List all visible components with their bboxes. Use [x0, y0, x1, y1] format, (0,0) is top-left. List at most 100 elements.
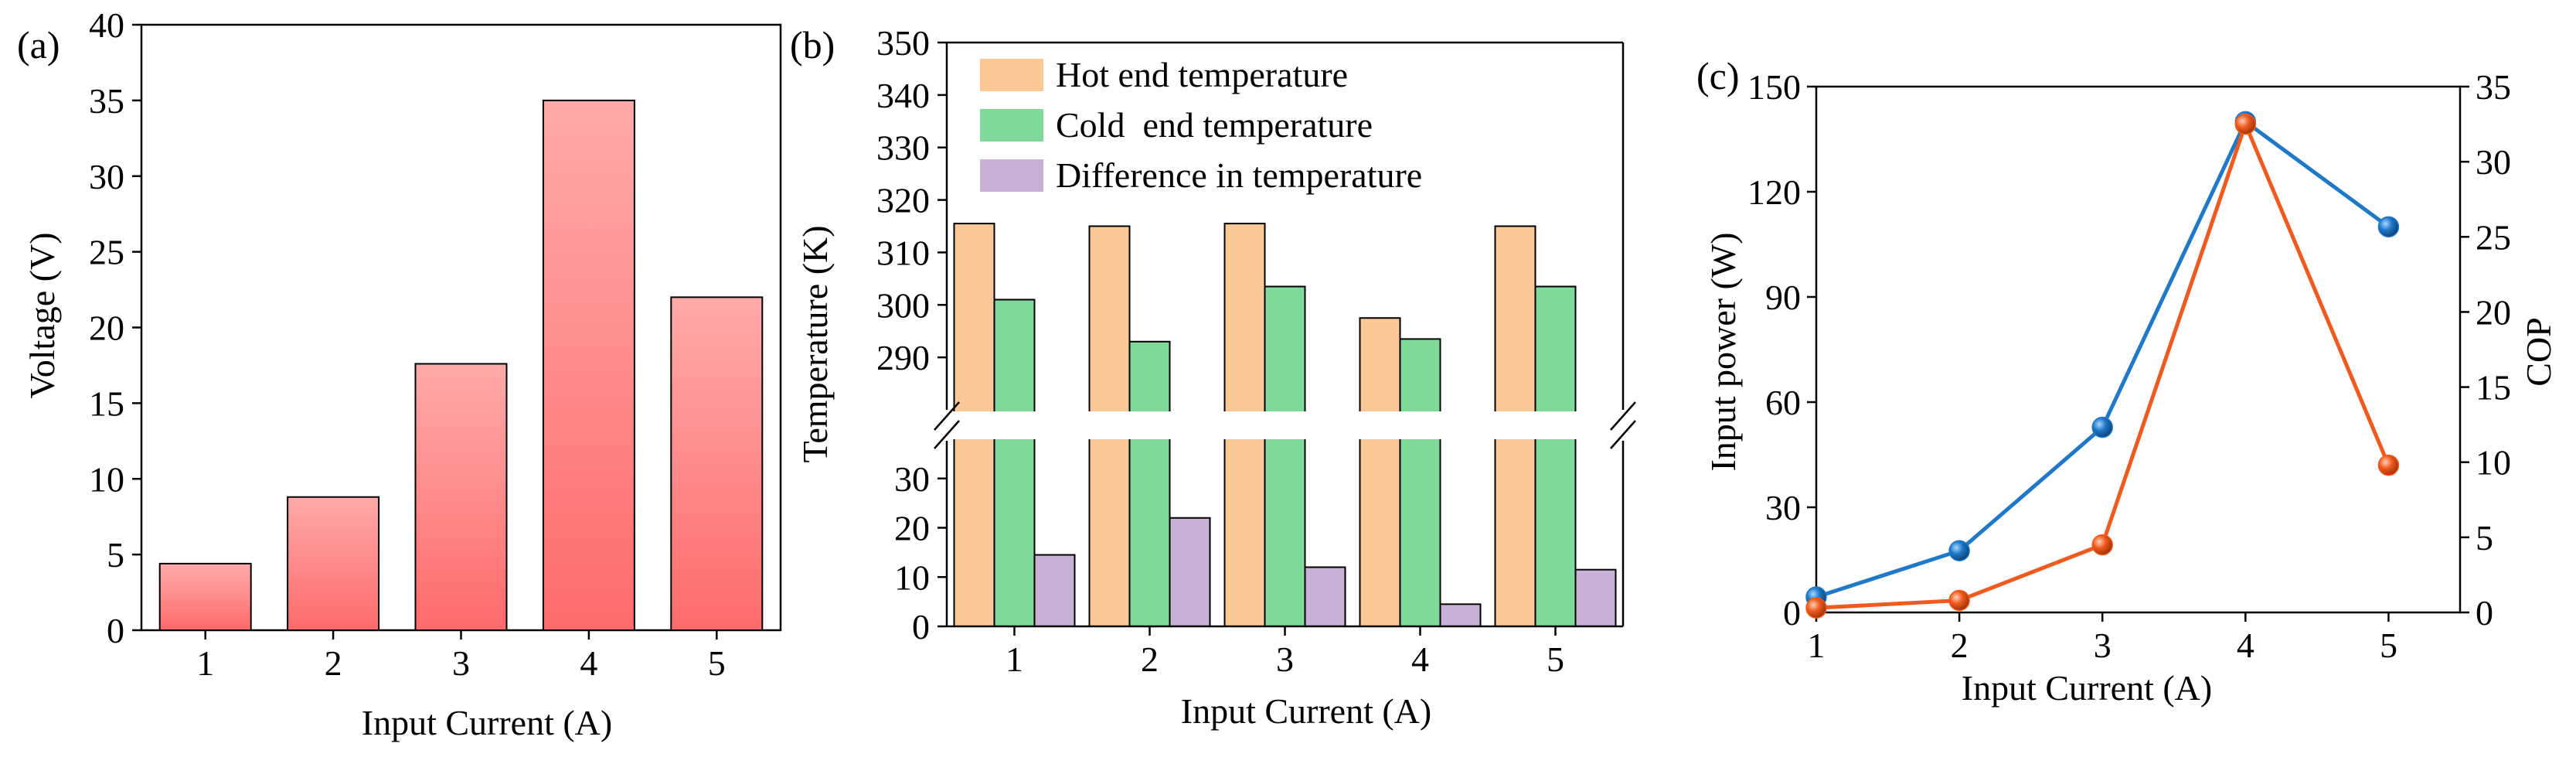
panel-c-x-tick-label: 1 [1808, 626, 1826, 665]
panel-c-point-cop [1948, 589, 1970, 612]
panel-c-y2-tick-label: 25 [2476, 217, 2511, 257]
panel-a-bar [158, 562, 252, 631]
panel-c-y2-tick-label: 15 [2476, 368, 2511, 408]
panel-a-x-tick-label: 1 [196, 643, 214, 683]
panel-c-x-tick-label: 2 [1951, 626, 1969, 665]
panel-c-y-tick-label: 30 [1765, 488, 1801, 527]
panel-c-y-axis-label: Input power (W) [1703, 232, 1743, 471]
panel-b-y-tick-label: 320 [876, 181, 930, 220]
legend-swatch-hot [980, 59, 1043, 91]
panel-b-x-tick-label: 1 [1006, 640, 1023, 679]
panel-c-y2-tick-label: 5 [2476, 518, 2493, 558]
panel-a-x-tick-label: 3 [452, 643, 470, 683]
panel-b-y-tick-label: 300 [876, 285, 930, 325]
panel-b-y-tick-label: 10 [894, 558, 930, 597]
panel-a-y-tick-label: 25 [89, 233, 124, 272]
panel-b-x-tick-label: 4 [1411, 640, 1429, 679]
panel-c-x-tick-label: 4 [2237, 626, 2254, 665]
panel-a-x-tick-label: 2 [325, 643, 342, 683]
panel-a-y-axis-label: Voltage (V) [22, 232, 62, 398]
panel-c-point-cop [2377, 454, 2400, 476]
panel-b-bar-difference [1304, 566, 1346, 627]
panel-a-y-tick-label: 20 [89, 309, 124, 348]
panel-a-bar [287, 496, 380, 631]
panel-c-y2-tick-label: 35 [2476, 67, 2511, 107]
panel-c-point-cop [2091, 534, 2113, 556]
panel-a-bar [542, 99, 635, 631]
panel-b-x-tick-label: 5 [1547, 640, 1564, 679]
panel-a-x-tick-label: 5 [708, 643, 726, 683]
panel-b-temperature-chart: (b) 1 2 3 4 5 290 300 310 320 330 340 350 0 10 20 30 Ho… [790, 23, 1638, 731]
panel-b-break-mark [934, 420, 960, 449]
legend-swatch-difference [980, 159, 1043, 192]
panel-c-line-power [1815, 118, 2390, 599]
panel-b-break-mark [934, 401, 960, 431]
panel-b-y-tick-label: 0 [912, 607, 930, 646]
panel-b-x-tick-label: 3 [1276, 640, 1294, 679]
panel-a-y-tick-label: 10 [89, 459, 124, 499]
panel-c-y2-tick-label: 30 [2476, 142, 2511, 182]
panel-b-x-axis-label: Input Current (A) [1181, 691, 1431, 731]
panel-b-bar-difference [1439, 603, 1482, 627]
panel-a-y-tick-label: 40 [89, 5, 124, 45]
panel-c-y-tick-label: 60 [1765, 383, 1801, 422]
panel-c-y-tick-label: 120 [1747, 172, 1801, 212]
panel-b-bar-cold [993, 298, 1036, 627]
panel-a-bar [670, 296, 764, 631]
panel-c-y2-tick-label: 0 [2476, 593, 2493, 633]
panel-c-frame [1815, 85, 2462, 614]
panel-b-y-tick-label: 20 [894, 509, 930, 548]
legend-swatch-cold [980, 109, 1043, 142]
legend-label-cold: Cold end temperature [1056, 105, 1373, 145]
panel-b-break-mark [1610, 401, 1636, 431]
panel-a-y-tick-label: 15 [89, 384, 124, 423]
panel-c-point-power [2377, 216, 2400, 238]
panel-b-bar-difference [1169, 517, 1211, 627]
panel-c-point-cop [1805, 597, 1827, 619]
panel-b-y-axis-label: Temperature (K) [795, 225, 835, 462]
legend-label-difference: Difference in temperature [1056, 155, 1422, 195]
panel-c-x-tick-label: 5 [2380, 626, 2397, 665]
panel-b-y-tick-label: 310 [876, 233, 930, 272]
panel-a-y-tick-label: 30 [89, 157, 124, 196]
panel-a-y-tick-label: 0 [107, 611, 124, 650]
panel-a-bar [414, 363, 508, 631]
panel-c-x-tick-label: 3 [2094, 626, 2112, 665]
panel-b-bar-hot [1359, 317, 1401, 627]
panel-c-y-tick-label: 150 [1747, 67, 1801, 107]
panel-c-y2-axis-label: COP [2519, 317, 2558, 386]
panel-b-y-tick-label: 30 [894, 459, 930, 499]
panel-b-y-tick-label: 290 [876, 338, 930, 377]
panel-c-x-axis-label: Input Current (A) [1962, 668, 2212, 708]
panel-label-c: (c) [1696, 54, 1740, 97]
panel-a-y-tick-label: 35 [89, 81, 124, 121]
panel-c-y2-tick-label: 10 [2476, 443, 2511, 483]
panel-label-b: (b) [790, 23, 835, 67]
panel-b-y-tick-label: 330 [876, 128, 930, 168]
panel-c-point-power [1948, 540, 1970, 561]
panel-b-bar-cold [1399, 338, 1441, 627]
panel-b-axis-break-band [931, 411, 1638, 439]
panel-b-bar-cold [1534, 285, 1577, 627]
panel-a-voltage-chart: (a) 0 5 10 15 20 25 30 35 40 1 2 3 4 5 Input Current … [17, 5, 782, 742]
panel-b-legend: Hot end temperature Cold end temperature… [980, 55, 1422, 195]
panel-c-point-cop [2234, 113, 2257, 135]
panel-b-y-tick-label: 340 [876, 76, 930, 115]
panel-b-bar-difference [1574, 568, 1617, 627]
panel-a-x-tick-label: 4 [580, 643, 597, 683]
panel-b-y-tick-label: 350 [876, 23, 930, 63]
panel-a-x-axis-label: Input Current (A) [362, 703, 612, 742]
panel-b-x-tick-label: 2 [1141, 640, 1159, 679]
panel-c-y2-tick-label: 20 [2476, 292, 2511, 332]
panel-b-bar-cold [1128, 340, 1171, 627]
panel-b-bar-cold [1264, 285, 1306, 627]
panel-c-power-cop-chart: (c) 0 30 60 90 120 150 0 5 10 15 20 25 30 35 1 2 3 4 5 Inp… [1696, 54, 2558, 708]
panel-c-y-tick-label: 90 [1765, 278, 1801, 317]
panel-b-bar-difference [1033, 554, 1076, 627]
panel-c-y-tick-label: 0 [1783, 593, 1801, 633]
panel-label-a: (a) [17, 23, 60, 67]
legend-label-hot: Hot end temperature [1056, 55, 1348, 94]
panel-b-break-mark [1610, 420, 1636, 449]
panel-c-point-power [2091, 416, 2113, 438]
